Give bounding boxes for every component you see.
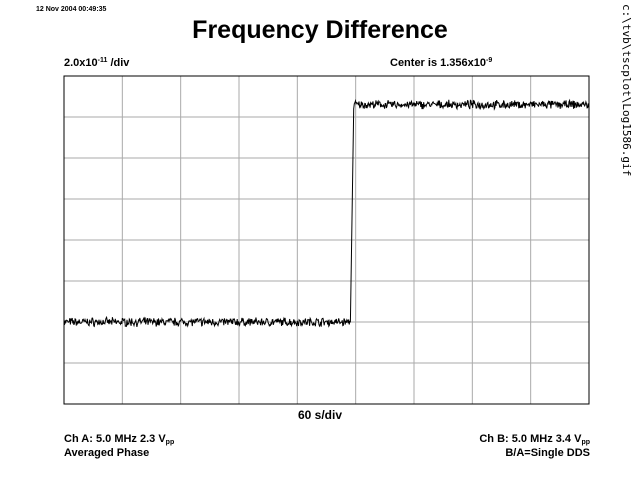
x-scale-label: 60 s/div — [297, 408, 343, 422]
file-path: c:\tvb\tscplot\Log1586.gif — [620, 4, 633, 177]
center-value-label: Center is 1.356x10-9 — [390, 57, 492, 69]
channel-a-mode: Averaged Phase — [64, 447, 150, 459]
channel-a-subscript: pp — [165, 439, 175, 446]
channel-a-frequency: Ch A: 5.0 MHz 2.3 V — [64, 433, 166, 445]
grid — [64, 76, 589, 404]
y-scale-label: 2.0x10-11 /div — [64, 57, 129, 69]
center-value-exponent: -9 — [486, 57, 493, 64]
y-scale-mantissa: 2.0x10 — [64, 57, 98, 69]
channel-b-frequency: Ch B: 5.0 MHz 3.4 V — [479, 433, 582, 445]
chart-title: Frequency Difference — [192, 16, 448, 44]
channel-b-info: Ch B: 5.0 MHz 3.4 Vpp — [479, 433, 590, 446]
center-value-text: Center is 1.356x10 — [390, 57, 487, 69]
timestamp: 12 Nov 2004 00:49:35 — [36, 6, 107, 13]
frequency-trace — [63, 98, 590, 328]
channel-b-mode: B/A=Single DDS — [505, 447, 590, 459]
channel-a-info: Ch A: 5.0 MHz 2.3 Vpp — [64, 433, 174, 446]
plot-frame — [63, 75, 590, 405]
channel-b-subscript: pp — [581, 439, 590, 446]
y-scale-exponent: -11 — [97, 57, 108, 64]
y-scale-unit: /div — [107, 57, 130, 69]
